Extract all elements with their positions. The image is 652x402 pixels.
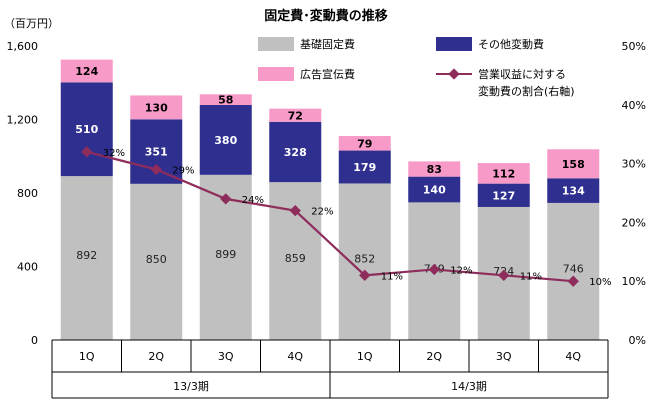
bar-segment-other [60, 82, 113, 177]
y2-tick-label: 40% [622, 99, 646, 112]
legend: 基礎固定費 その他変動費 広告宣伝費 営業収益に対する 変動費の割合(右軸) [258, 37, 575, 98]
bar-segment-ad [130, 95, 183, 120]
bar-value-fixed: 850 [146, 253, 167, 266]
bar-value-other: 179 [353, 161, 376, 174]
bar-value-ad: 124 [75, 65, 98, 78]
period-label: 13/3期 [173, 380, 209, 393]
bar-segment-fixed [547, 202, 600, 340]
bar-value-fixed: 859 [285, 252, 306, 265]
period-label: 14/3期 [451, 380, 487, 393]
y2-tick-label: 10% [622, 275, 646, 288]
bar-segment-other [408, 176, 461, 203]
ratio-point [220, 193, 232, 205]
y2-tick-label: 20% [622, 216, 646, 229]
legend-label-other: その他変動費 [478, 37, 544, 51]
ratio-label: 24% [242, 195, 264, 206]
bar-segment-ad [338, 136, 391, 151]
bar-value-fixed: 746 [563, 263, 584, 276]
bar-segment-ad [199, 94, 252, 105]
bar-value-other: 328 [284, 146, 307, 159]
ratio-label: 11% [381, 271, 403, 282]
bar-value-other: 351 [145, 146, 168, 159]
legend-label-ad: 広告宣伝費 [300, 67, 355, 81]
category-label: 1Q [357, 350, 373, 363]
bar-value-ad: 72 [288, 109, 303, 122]
bar-value-ad: 130 [145, 101, 168, 114]
category-label: 3Q [496, 350, 512, 363]
ratio-line [86, 150, 574, 283]
bar-value-other: 134 [562, 185, 585, 198]
ratio-point [498, 269, 510, 281]
bar-value-ad: 112 [492, 167, 515, 180]
bar-segment-fixed [130, 183, 183, 340]
y-tick-label: 400 [17, 261, 38, 274]
y2-tick-label: 30% [622, 158, 646, 171]
legend-swatch-ad [258, 67, 294, 81]
bar-segment-ad [547, 149, 600, 179]
bar-value-fixed: 899 [215, 248, 236, 261]
ratio-label: 29% [172, 165, 194, 176]
ratio-label: 32% [103, 148, 125, 159]
bar-value-other: 510 [75, 123, 98, 136]
y-axis-label: （百万円） [4, 17, 59, 30]
bar-value-ad: 158 [562, 158, 585, 171]
bar-segment-ad [60, 59, 113, 83]
ratio-point [567, 275, 579, 287]
bar-value-fixed: 892 [76, 249, 97, 262]
plot-area: 0 400 800 1,200 1,600 0% 10% 20% 30% 40% 50% 892 510… [7, 40, 646, 399]
category-label: 4Q [565, 350, 581, 363]
y2-tick-label: 0% [629, 334, 646, 347]
bar-value-ad: 79 [357, 137, 372, 150]
y2-tick-label: 50% [622, 40, 646, 53]
ratio-point [289, 204, 301, 217]
bar-value-ad: 58 [218, 94, 233, 107]
chart-title: 固定費･変動費の推移 [264, 8, 388, 24]
ratio-point [150, 163, 162, 176]
bar-segment-other [199, 104, 252, 175]
y-tick-label: 800 [17, 187, 38, 200]
bar-segment-ad [408, 161, 461, 177]
category-label: 2Q [148, 350, 164, 363]
bar-segment-other [338, 150, 391, 184]
bar-segment-ad [477, 163, 530, 184]
y-tick-label: 1,200 [7, 114, 39, 127]
ratio-label: 11% [520, 271, 542, 282]
legend-marker-ratio [448, 68, 460, 80]
legend-label-ratio-1: 営業収益に対する [478, 67, 566, 81]
bar-segment-fixed [338, 183, 391, 340]
bar-segment-other [477, 183, 530, 207]
ratio-point [359, 269, 371, 281]
legend-swatch-fixed [258, 37, 294, 51]
ratio-label: 22% [311, 207, 333, 218]
y-tick-label: 1,600 [7, 40, 39, 53]
y-tick-label: 0 [31, 334, 38, 347]
bar-value-fixed: 852 [354, 253, 375, 266]
category-label: 2Q [426, 350, 442, 363]
category-label: 3Q [218, 350, 234, 363]
ratio-label: 10% [589, 277, 611, 288]
bar-value-other: 127 [492, 189, 515, 202]
legend-swatch-other [436, 37, 472, 51]
category-label: 4Q [287, 350, 303, 363]
bar-segment-other [269, 121, 322, 183]
ratio-point [428, 263, 440, 276]
bar-value-ad: 83 [427, 163, 442, 176]
bar-segment-other [547, 178, 600, 203]
legend-label-fixed: 基礎固定費 [300, 37, 355, 51]
category-label: 1Q [79, 350, 95, 363]
legend-label-ratio-2: 変動費の割合(右軸) [478, 84, 575, 98]
bar-value-other: 140 [423, 184, 446, 197]
bar-segment-fixed [60, 176, 113, 340]
ratio-label: 12% [450, 265, 472, 276]
bar-segment-ad [269, 108, 322, 122]
bar-value-other: 380 [214, 134, 237, 147]
